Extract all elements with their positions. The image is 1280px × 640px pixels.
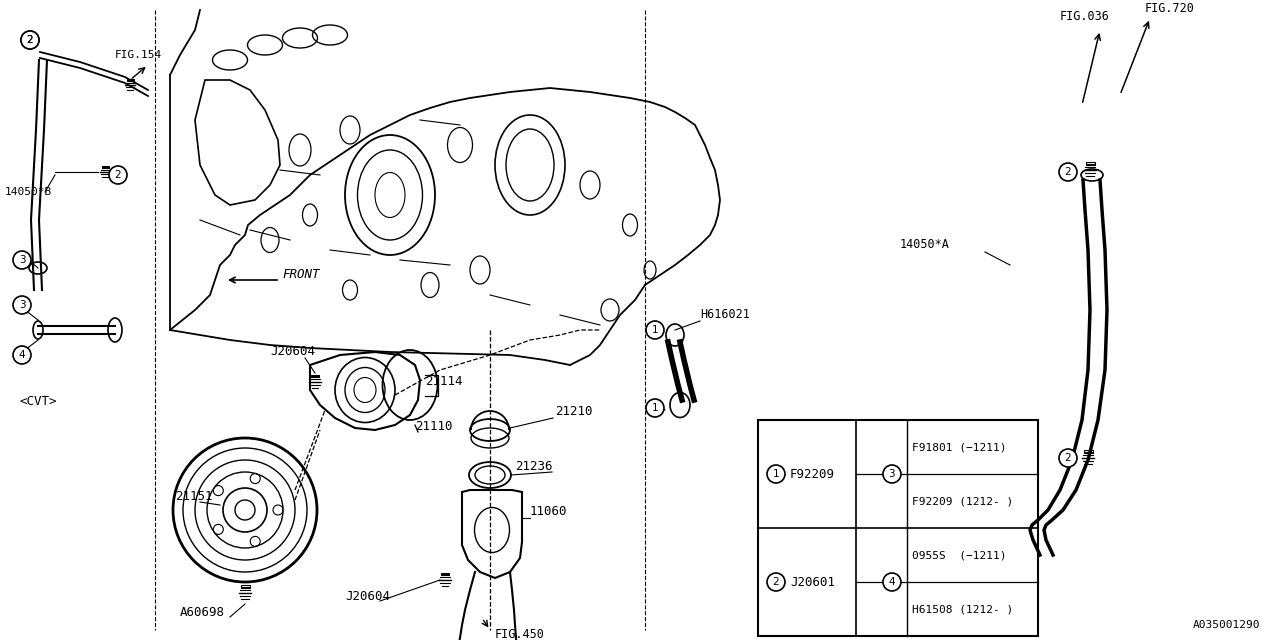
Text: F92209: F92209 (790, 467, 835, 481)
Text: F91801 (−1211): F91801 (−1211) (911, 442, 1006, 452)
Text: 3: 3 (19, 300, 26, 310)
Bar (241, 585, 250, 588)
Text: FRONT: FRONT (282, 268, 320, 281)
Text: F92209 (1212- ): F92209 (1212- ) (911, 496, 1014, 506)
Circle shape (20, 31, 38, 49)
Text: 1: 1 (652, 403, 658, 413)
Text: 21210: 21210 (556, 405, 593, 418)
Text: J20601: J20601 (790, 575, 835, 589)
Text: FIG.036: FIG.036 (1060, 10, 1110, 23)
Circle shape (767, 573, 785, 591)
Bar (1085, 162, 1094, 164)
Text: 21236: 21236 (515, 460, 553, 473)
Bar (311, 375, 319, 377)
Text: 3: 3 (888, 469, 895, 479)
Bar (127, 79, 133, 81)
Text: 4: 4 (888, 577, 895, 587)
Text: 2: 2 (27, 35, 33, 45)
Text: FIG.154: FIG.154 (115, 50, 163, 60)
Text: FIG.720: FIG.720 (1146, 2, 1194, 15)
Circle shape (1059, 163, 1076, 181)
Text: 21114: 21114 (425, 375, 462, 388)
Text: 1: 1 (773, 469, 780, 479)
Bar (1083, 450, 1093, 452)
Text: 11060: 11060 (530, 505, 567, 518)
Text: 4: 4 (19, 350, 26, 360)
Text: 3: 3 (19, 255, 26, 265)
Text: 14050*A: 14050*A (900, 238, 950, 251)
Bar (442, 573, 449, 575)
Circle shape (109, 166, 127, 184)
Text: H61508 (1212- ): H61508 (1212- ) (911, 604, 1014, 614)
Text: 2: 2 (773, 577, 780, 587)
Text: 14050*B: 14050*B (5, 187, 52, 197)
Text: A035001290: A035001290 (1193, 620, 1260, 630)
Text: H616021: H616021 (700, 308, 750, 321)
Text: <CVT>: <CVT> (20, 395, 58, 408)
Text: 0955S  (−1211): 0955S (−1211) (911, 550, 1006, 560)
Text: 21110: 21110 (415, 420, 453, 433)
Circle shape (767, 465, 785, 483)
Text: 2: 2 (1065, 167, 1071, 177)
Text: 21151: 21151 (175, 490, 212, 503)
Circle shape (20, 31, 38, 49)
Circle shape (13, 296, 31, 314)
Circle shape (1059, 449, 1076, 467)
Circle shape (646, 321, 664, 339)
Text: 2: 2 (1065, 453, 1071, 463)
Bar (758, 420, 1038, 636)
Circle shape (883, 573, 901, 591)
Circle shape (13, 346, 31, 364)
Circle shape (646, 399, 664, 417)
Bar (101, 166, 109, 168)
Text: 1: 1 (652, 325, 658, 335)
Text: J20604: J20604 (346, 590, 390, 603)
Text: FIG.450: FIG.450 (495, 628, 545, 640)
Circle shape (13, 251, 31, 269)
Text: 2: 2 (27, 35, 33, 45)
Text: 2: 2 (115, 170, 122, 180)
Text: J20604: J20604 (270, 345, 315, 358)
Text: A60698: A60698 (180, 606, 225, 619)
Circle shape (883, 465, 901, 483)
